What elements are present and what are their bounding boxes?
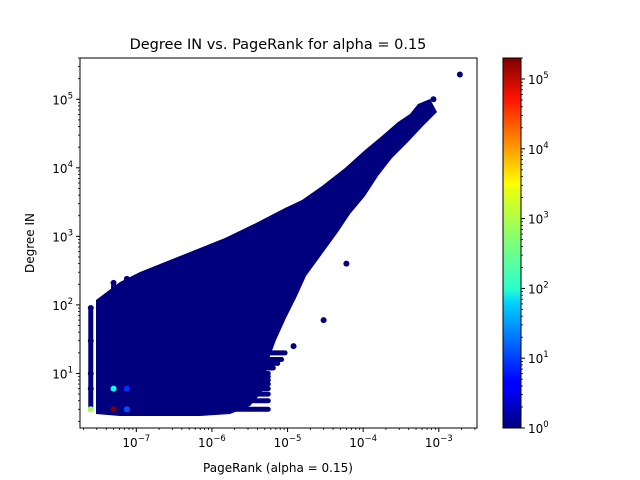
- scatter-point: [110, 406, 117, 413]
- point-column: [88, 308, 94, 412]
- point-band: [144, 386, 271, 392]
- point-column: [124, 278, 130, 412]
- scatter-point: [110, 370, 117, 377]
- x-tick-label: 10−4: [349, 434, 377, 450]
- scatter-point: [290, 343, 297, 350]
- point-column: [142, 274, 148, 412]
- scatter-point: [110, 322, 117, 329]
- point-band: [144, 391, 271, 397]
- point-band: [144, 370, 271, 376]
- point-cloud-body: [96, 99, 437, 416]
- colorbar-tick-label: 101: [528, 350, 549, 366]
- x-tick-label: 10−3: [425, 434, 453, 450]
- point-band: [144, 398, 271, 404]
- y-tick-label: 104: [52, 160, 73, 176]
- x-tick-label: 10−6: [198, 434, 226, 450]
- colorbar-tick-label: 102: [528, 280, 549, 296]
- colorbar-frame: [502, 57, 522, 429]
- scatter-point: [110, 279, 117, 286]
- scatter-point: [343, 260, 350, 267]
- scatter-point: [208, 370, 215, 377]
- chart-title: Degree IN vs. PageRank for alpha = 0.15: [130, 37, 427, 53]
- scatter-point: [110, 385, 117, 392]
- scatter-point: [456, 71, 463, 78]
- scatter-point: [87, 305, 94, 312]
- x-tick-label: 10−5: [274, 434, 302, 450]
- point-band: [144, 350, 288, 356]
- y-tick-label: 103: [52, 228, 73, 244]
- colorbar-tick-label: 103: [528, 211, 549, 227]
- scatter-point: [430, 96, 437, 103]
- x-axis-label: PageRank (alpha = 0.15): [203, 461, 353, 475]
- scatter-point: [320, 317, 327, 324]
- scatter-point: [360, 164, 367, 171]
- scatter-point-cloud: [88, 99, 437, 416]
- scatter-point: [123, 406, 130, 413]
- x-tick-label: 10−7: [122, 434, 150, 450]
- colorbar-tick-label: 100: [528, 420, 549, 436]
- colorbar-tick-label: 105: [528, 71, 549, 87]
- scatter-point: [87, 337, 94, 344]
- point-column: [111, 282, 117, 412]
- y-tick-label: 105: [52, 91, 73, 107]
- scatter-point: [87, 370, 94, 377]
- point-band: [144, 381, 271, 387]
- y-tick-label: 102: [52, 297, 73, 313]
- scatter-point: [123, 275, 130, 282]
- point-band: [144, 356, 285, 362]
- point-band: [144, 365, 276, 371]
- scatter-point: [123, 385, 130, 392]
- colorbar: [503, 58, 521, 428]
- scatter-point: [123, 370, 130, 377]
- y-tick-label: 101: [52, 365, 73, 381]
- point-band: [144, 406, 271, 412]
- y-axis-label: Degree IN: [23, 213, 37, 273]
- scatter-point: [87, 385, 94, 392]
- point-band: [144, 360, 281, 366]
- scatter-point: [284, 233, 291, 240]
- colorbar-tick-label: 104: [528, 141, 549, 157]
- scatter-point: [87, 406, 94, 413]
- point-column: [133, 276, 139, 412]
